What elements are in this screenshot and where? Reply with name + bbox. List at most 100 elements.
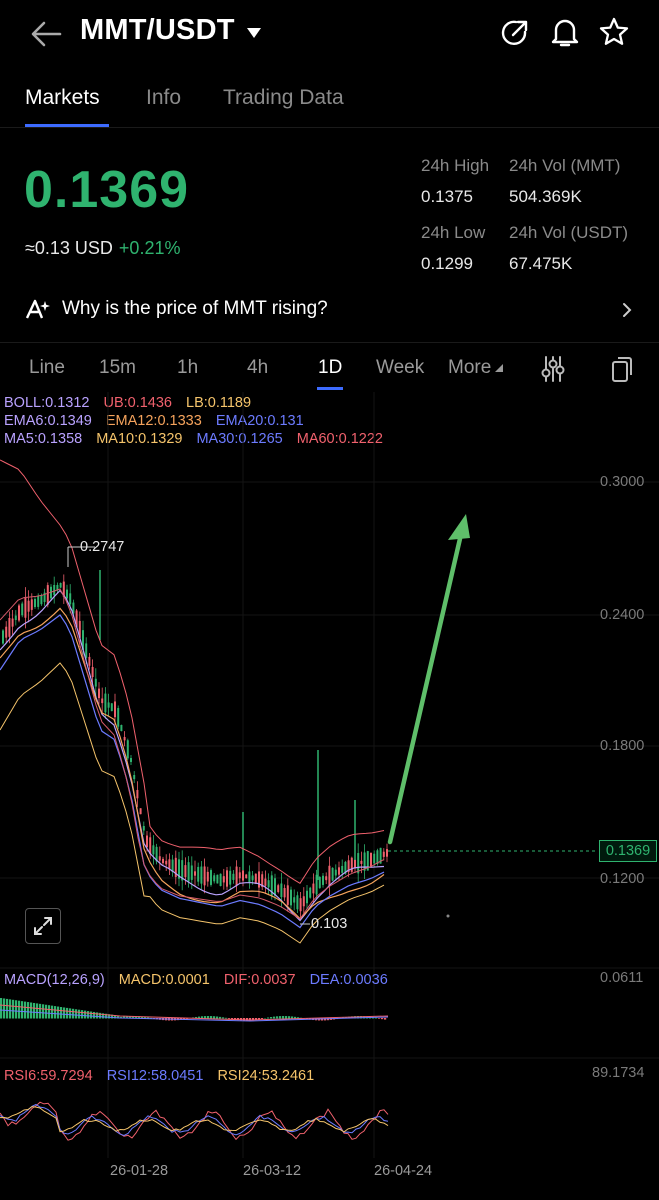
candle-body [133, 774, 136, 780]
candle-body [27, 600, 30, 612]
macd-bar [66, 1007, 69, 1019]
indicator-settings-icon[interactable] [540, 355, 566, 383]
macd-bar [261, 1018, 264, 1019]
candle-body [242, 870, 244, 881]
candle-body [379, 847, 382, 864]
macd-bar [51, 1005, 54, 1019]
macd-bar [294, 1016, 297, 1019]
tf-week[interactable]: Week [376, 357, 425, 378]
macd-bar [123, 1016, 126, 1019]
candlestick-chart[interactable] [0, 392, 659, 1162]
price-axis-4: 0.1200 [600, 871, 645, 887]
candle-body [315, 874, 318, 895]
candle-body [254, 873, 257, 884]
chart-dot [446, 914, 450, 918]
expand-icon [34, 917, 52, 935]
candle-body [94, 678, 97, 687]
candle-body [248, 871, 251, 883]
macd-panel [0, 998, 389, 1022]
macd-bar [147, 1017, 150, 1019]
macd-bar [15, 1000, 18, 1019]
tf-15m[interactable]: 15m [99, 357, 136, 378]
copy-icon[interactable] [610, 355, 634, 383]
candle-body [190, 865, 193, 880]
candle-body [158, 856, 161, 861]
candle-body [8, 617, 11, 637]
macd-bar [216, 1016, 219, 1019]
candle-body [146, 835, 148, 848]
star-icon[interactable] [598, 16, 630, 48]
macd-bar [48, 1005, 51, 1019]
candle-body [258, 871, 260, 888]
candle-body [78, 620, 81, 638]
candle-body [24, 597, 27, 618]
candle-body [120, 724, 123, 732]
share-icon[interactable] [500, 18, 530, 48]
main-tabs: Markets Info Trading Data [0, 78, 659, 128]
low-mark-label: 0.103 [311, 916, 348, 932]
candle-body [37, 595, 40, 607]
candle-body [2, 630, 4, 644]
ma60-value: MA60:0.1222 [296, 431, 383, 447]
candle-body [126, 740, 129, 759]
candle-body [334, 869, 337, 876]
tf-1d[interactable]: 1D [318, 357, 343, 378]
candle-body [382, 851, 385, 857]
macd-bar [384, 1018, 387, 1020]
candle-body [30, 599, 33, 610]
candle-body [373, 853, 376, 864]
candle-body [88, 656, 91, 666]
price-axis-2: 0.2400 [600, 607, 645, 623]
macd-bar [210, 1016, 213, 1019]
macd-bar [21, 1001, 24, 1019]
candle-body [53, 584, 56, 596]
candle-body [274, 878, 276, 896]
candles [2, 570, 388, 918]
macd-title: MACD(12,26,9) [4, 972, 105, 988]
candle-body [165, 860, 168, 865]
rsi24-value: RSI24:53.2461 [217, 1068, 315, 1084]
candle-body [117, 708, 120, 727]
lb-value: LB:0.1189 [186, 395, 252, 411]
candle-body [270, 875, 273, 896]
macd-bar [288, 1016, 291, 1019]
low-label: 24h Low [421, 223, 486, 242]
ai-sparkle-icon [25, 299, 50, 319]
fullscreen-button[interactable] [25, 908, 61, 944]
tf-4h[interactable]: 4h [247, 357, 269, 378]
candle-body [206, 871, 209, 882]
candle-body [293, 897, 296, 903]
macd-bar [267, 1017, 270, 1019]
macd-bar [63, 1007, 66, 1019]
macd-bar [276, 1016, 279, 1019]
macd-bar [96, 1012, 99, 1019]
rsi12-value: RSI12:58.0451 [106, 1068, 204, 1084]
tab-info[interactable]: Info [146, 86, 182, 109]
tab-markets[interactable]: Markets [25, 86, 100, 109]
price-insight-row[interactable]: Why is the price of MMT rising? [0, 288, 659, 330]
macd-row: MACD(12,26,9) MACD:0.0001 DIF:0.0037 DEA:0.… [4, 972, 402, 988]
price-change: +0.21% [118, 238, 181, 258]
tf-line[interactable]: Line [29, 357, 65, 378]
macd-bar [258, 1018, 261, 1020]
high-mark-label: 0.2747 [80, 539, 125, 555]
bell-icon[interactable] [550, 16, 580, 48]
pair-title[interactable]: MMT/USDT [80, 14, 235, 46]
tf-1h[interactable]: 1h [177, 357, 199, 378]
ema-row: EMA6:0.1349 EMA12:0.1333 EMA20:0.131 [4, 413, 318, 429]
macd-bar [93, 1011, 96, 1019]
candle-body [322, 875, 324, 885]
back-arrow-icon[interactable] [28, 18, 64, 50]
candle-body [318, 876, 321, 888]
indicator-lines [0, 459, 385, 944]
candle-body [155, 846, 158, 862]
macd-bar [114, 1015, 117, 1019]
tab-trading-data[interactable]: Trading Data [223, 86, 344, 109]
macd-bar [111, 1014, 114, 1019]
caret-down-icon[interactable] [246, 27, 262, 39]
dea-line [0, 1009, 389, 1022]
macd-bar [6, 998, 9, 1019]
candle-body [286, 885, 289, 905]
macd-bar [255, 1018, 258, 1020]
tf-more[interactable]: More [448, 357, 504, 379]
